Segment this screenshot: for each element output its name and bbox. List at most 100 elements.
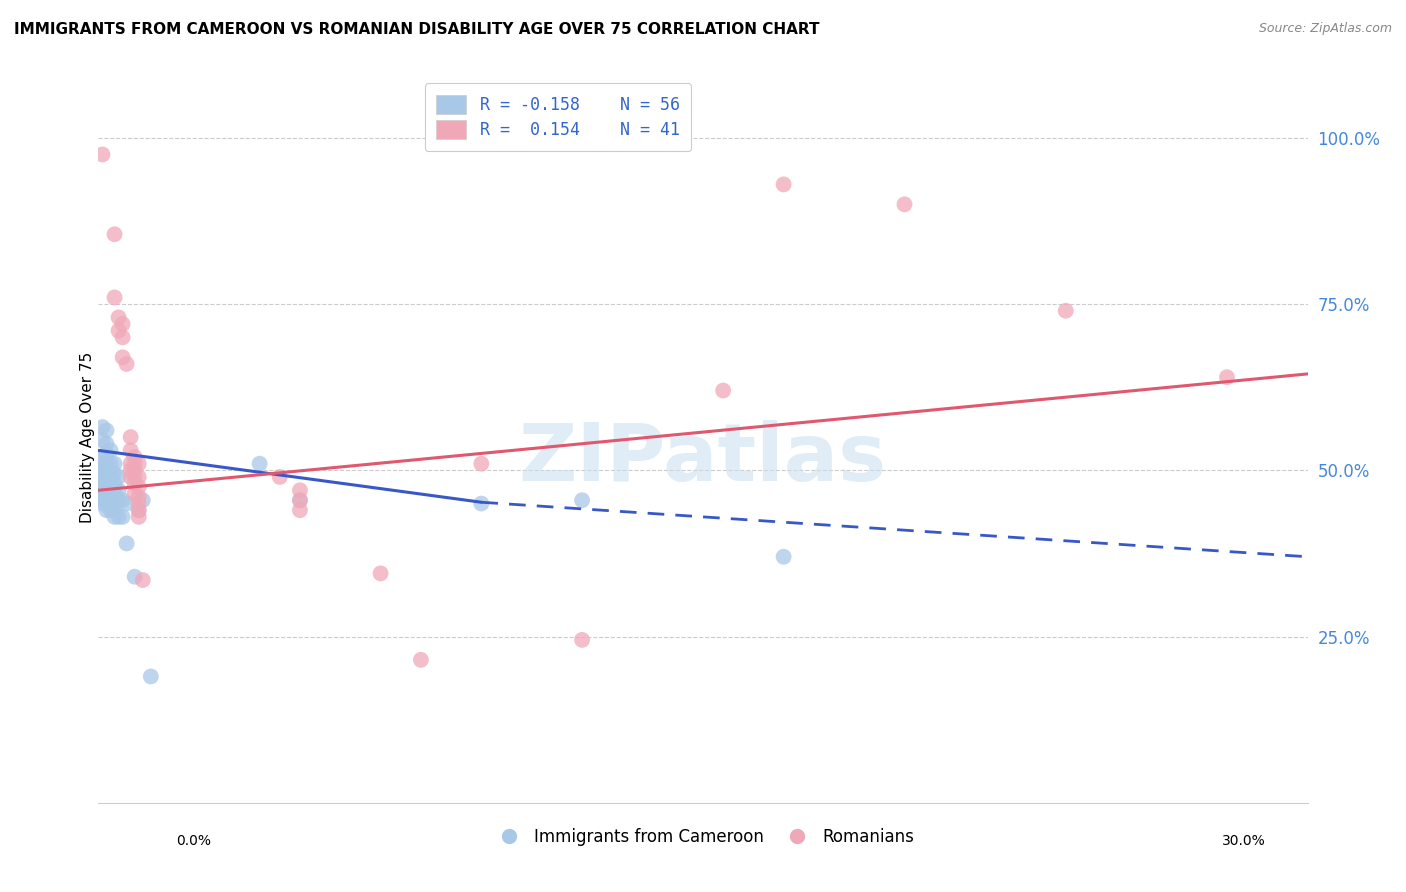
Point xyxy=(91,493,114,508)
Point xyxy=(120,470,142,484)
Point xyxy=(128,509,150,524)
Point xyxy=(111,493,134,508)
Point xyxy=(91,147,114,161)
Point xyxy=(128,497,150,511)
Point xyxy=(107,483,129,498)
Point xyxy=(288,483,311,498)
Point xyxy=(103,483,125,498)
Point xyxy=(103,457,125,471)
Point xyxy=(91,457,114,471)
Point xyxy=(711,384,734,398)
Point xyxy=(571,632,593,647)
Point xyxy=(288,493,311,508)
Point xyxy=(100,443,122,458)
Point xyxy=(128,480,150,494)
Point xyxy=(91,470,114,484)
Point xyxy=(111,351,134,365)
Point xyxy=(91,434,114,448)
Point xyxy=(128,503,150,517)
Point xyxy=(96,497,118,511)
Point xyxy=(128,503,150,517)
Text: ZIPatlas: ZIPatlas xyxy=(519,420,887,498)
Point xyxy=(103,490,125,504)
Point xyxy=(91,480,114,494)
Point xyxy=(96,424,118,438)
Point xyxy=(124,457,146,471)
Point xyxy=(132,493,155,508)
Point xyxy=(103,503,125,517)
Point xyxy=(124,486,146,500)
Point xyxy=(96,476,118,491)
Point xyxy=(96,470,118,484)
Point xyxy=(772,549,794,564)
Point xyxy=(91,490,114,504)
Point xyxy=(91,463,114,477)
Point xyxy=(103,227,125,242)
Point xyxy=(103,497,125,511)
Point xyxy=(103,509,125,524)
Point xyxy=(1054,303,1077,318)
Point xyxy=(100,483,122,498)
Legend: Immigrants from Cameroon, Romanians: Immigrants from Cameroon, Romanians xyxy=(485,822,921,853)
Point xyxy=(111,317,134,331)
Point xyxy=(470,457,492,471)
Text: 0.0%: 0.0% xyxy=(176,834,211,848)
Point xyxy=(91,484,114,499)
Point xyxy=(288,493,311,508)
Point xyxy=(132,573,155,587)
Point xyxy=(288,503,311,517)
Point xyxy=(96,436,118,450)
Text: IMMIGRANTS FROM CAMEROON VS ROMANIAN DISABILITY AGE OVER 75 CORRELATION CHART: IMMIGRANTS FROM CAMEROON VS ROMANIAN DIS… xyxy=(14,22,820,37)
Point xyxy=(96,483,118,498)
Point xyxy=(100,490,122,504)
Point xyxy=(893,197,915,211)
Point xyxy=(124,470,146,484)
Point xyxy=(139,669,162,683)
Point xyxy=(128,457,150,471)
Point xyxy=(100,457,122,471)
Point xyxy=(111,330,134,344)
Point xyxy=(249,457,271,471)
Point xyxy=(370,566,392,581)
Point xyxy=(124,570,146,584)
Point xyxy=(91,497,114,511)
Point xyxy=(103,476,125,491)
Text: 30.0%: 30.0% xyxy=(1222,834,1265,848)
Point xyxy=(107,509,129,524)
Point xyxy=(107,470,129,484)
Point xyxy=(103,467,125,481)
Point xyxy=(91,450,114,464)
Point xyxy=(120,443,142,458)
Point xyxy=(1216,370,1239,384)
Point xyxy=(409,653,432,667)
Point xyxy=(91,476,114,491)
Point xyxy=(100,467,122,481)
Point xyxy=(128,470,150,484)
Point xyxy=(96,490,118,504)
Point xyxy=(100,503,122,517)
Text: Source: ZipAtlas.com: Source: ZipAtlas.com xyxy=(1258,22,1392,36)
Point xyxy=(115,536,138,550)
Point xyxy=(91,420,114,434)
Point xyxy=(107,310,129,325)
Point xyxy=(107,493,129,508)
Point xyxy=(96,503,118,517)
Point xyxy=(120,430,142,444)
Point xyxy=(96,447,118,461)
Point xyxy=(107,324,129,338)
Point xyxy=(124,450,146,464)
Point xyxy=(115,497,138,511)
Point xyxy=(124,476,146,491)
Point xyxy=(103,290,125,304)
Point xyxy=(115,357,138,371)
Point xyxy=(128,490,150,504)
Point xyxy=(120,457,142,471)
Point xyxy=(470,497,492,511)
Point xyxy=(100,497,122,511)
Point xyxy=(96,457,118,471)
Point xyxy=(772,178,794,192)
Point xyxy=(111,509,134,524)
Y-axis label: Disability Age Over 75: Disability Age Over 75 xyxy=(80,351,94,523)
Point xyxy=(100,476,122,491)
Point xyxy=(124,463,146,477)
